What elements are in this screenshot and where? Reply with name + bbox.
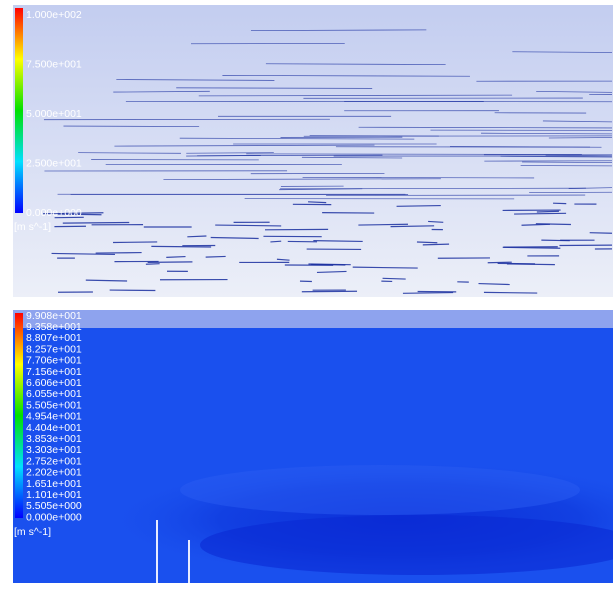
- streamline: [403, 293, 453, 294]
- legend-unit: [m s^-1]: [14, 526, 51, 538]
- colorbar: [15, 8, 23, 213]
- colorbar: [15, 313, 23, 518]
- streamline: [206, 256, 226, 257]
- streamline: [590, 233, 612, 234]
- streamline: [146, 264, 160, 265]
- streamline: [63, 222, 129, 223]
- legend-label: 8.807e+001: [26, 332, 82, 344]
- streamline: [537, 211, 559, 212]
- streamline: [113, 242, 157, 243]
- streamline: [313, 241, 362, 242]
- streamline: [308, 202, 326, 203]
- legend-label: 2.752e+001: [26, 455, 82, 467]
- streamline: [417, 242, 437, 243]
- legend-label: 5.505e+001: [26, 399, 82, 411]
- legend-label: 7.500e+001: [26, 58, 82, 70]
- upper-band: [13, 310, 613, 328]
- streamline: [507, 264, 555, 265]
- contour-region: [180, 465, 580, 515]
- streamline: [311, 264, 345, 265]
- legend-label: 5.505e+000: [26, 500, 82, 512]
- streamline: [358, 224, 408, 225]
- streamline: [488, 262, 512, 263]
- legend-label: 8.257e+001: [26, 343, 82, 355]
- legend-label: 6.606e+001: [26, 377, 82, 389]
- streamline: [397, 206, 441, 207]
- streamline: [484, 292, 537, 293]
- legend-label: 2.202e+001: [26, 467, 82, 479]
- legend-label: 4.954e+001: [26, 411, 82, 423]
- contour-panel: 9.908e+0019.358e+0018.807e+0018.257e+001…: [13, 310, 613, 583]
- legend-label: 7.156e+001: [26, 366, 82, 378]
- legend-label: 3.853e+001: [26, 433, 82, 445]
- legend-label: 1.101e+001: [26, 489, 82, 501]
- streamline: [151, 246, 211, 247]
- legend-label: 1.651e+001: [26, 478, 82, 490]
- streamline-panel: 1.000e+002 7.500e+001 5.000e+001 2.500e+001…: [13, 5, 613, 297]
- streamline: [63, 126, 199, 127]
- legend-label: 7.706e+001: [26, 355, 82, 367]
- streamline: [310, 136, 439, 137]
- legend-label: 9.908e+001: [26, 310, 82, 322]
- legend-label: 5.000e+001: [26, 108, 82, 120]
- legend-label: 3.303e+001: [26, 444, 82, 456]
- streamline: [166, 257, 185, 258]
- streamline: [383, 278, 406, 279]
- legend-label: 0.000e+000: [26, 207, 82, 219]
- streamline: [536, 224, 571, 225]
- streamline: [302, 291, 357, 292]
- streamline: [187, 236, 206, 237]
- streamline: [391, 226, 435, 227]
- legend-label: 4.404e+001: [26, 422, 82, 434]
- legend-label: 1.000e+002: [26, 9, 82, 21]
- legend-unit: [m s^-1]: [14, 221, 51, 233]
- streamline: [270, 241, 281, 242]
- legend-label: 9.358e+001: [26, 321, 82, 333]
- legend-label: 2.500e+001: [26, 157, 82, 169]
- streamline: [423, 244, 449, 245]
- streamline: [514, 213, 566, 214]
- legend-label: 0.000e+000: [26, 511, 82, 523]
- legend-label: 6.055e+001: [26, 388, 82, 400]
